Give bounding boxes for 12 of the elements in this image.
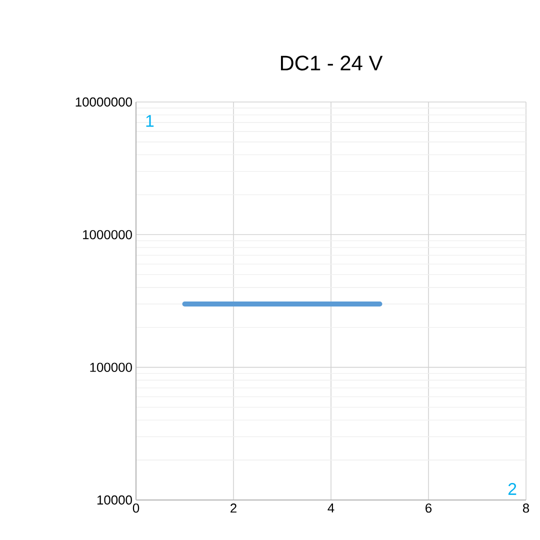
annotation: 2 xyxy=(508,482,516,495)
y-tick-label: 10000000 xyxy=(76,97,132,107)
x-tick-label: 6 xyxy=(426,504,432,513)
x-tick-label: 4 xyxy=(328,504,334,512)
y-tick-label: 1000000 xyxy=(83,230,132,240)
annotation: 1 xyxy=(146,115,154,127)
y-tick-label: 100000 xyxy=(90,362,132,372)
y-tick-label: 10000 xyxy=(97,495,132,505)
x-tick-label: 2 xyxy=(230,504,236,513)
x-tick-label: 8 xyxy=(522,504,530,513)
chart-title: DC1 - 24 V xyxy=(280,56,383,70)
x-tick-label: 0 xyxy=(132,504,140,513)
